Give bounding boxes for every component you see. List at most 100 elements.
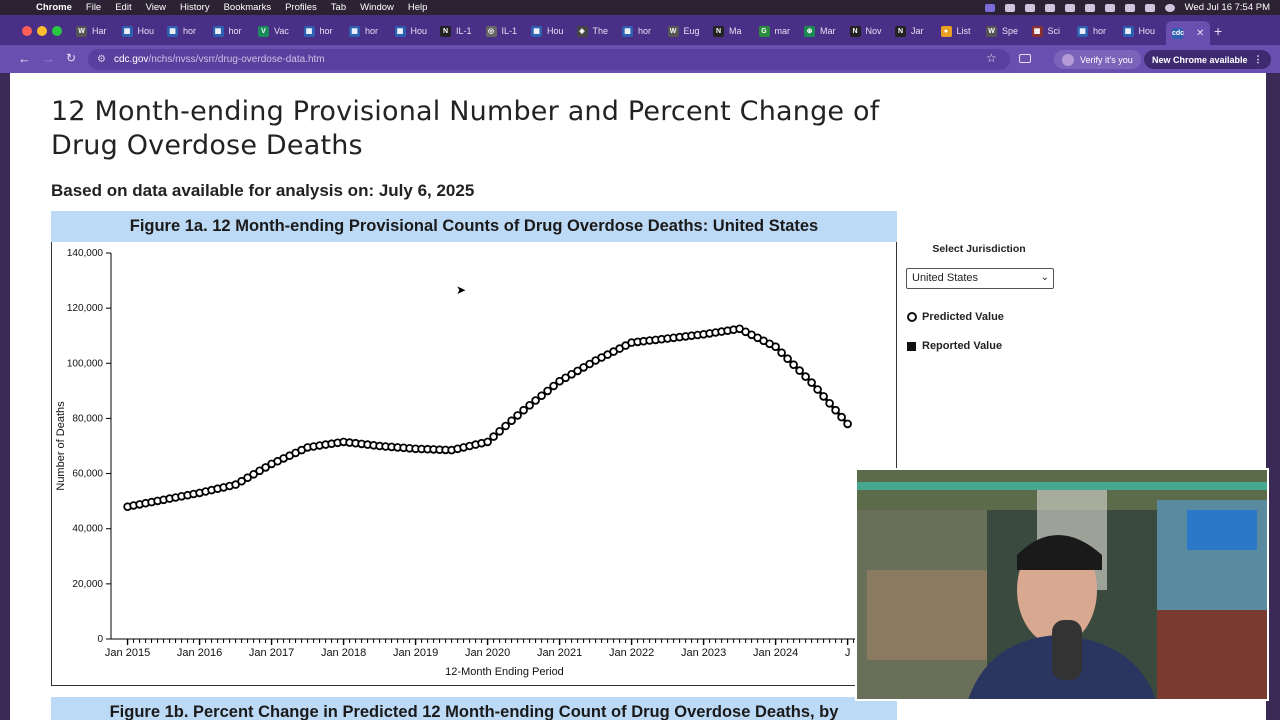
verify-identity-button[interactable]: Verify it's you — [1054, 50, 1141, 69]
browser-tab[interactable]: ▩ Sci — [1031, 22, 1061, 40]
tab-label: Spe — [1002, 26, 1019, 36]
x-tick-label: Jan 2020 — [465, 647, 510, 659]
predicted-value-point — [801, 372, 810, 381]
menu-view[interactable]: View — [145, 2, 167, 13]
close-window-button[interactable] — [22, 26, 32, 36]
menu-app-chrome[interactable]: Chrome — [36, 2, 72, 13]
predicted-value-point — [561, 373, 570, 383]
reload-icon[interactable]: ↻ — [66, 51, 77, 65]
tab-label: Hou — [1138, 26, 1156, 36]
browser-tab[interactable]: W Har — [76, 22, 107, 40]
tab-favicon-icon: ▦ — [303, 25, 315, 37]
browser-tab[interactable]: ◈ The — [576, 22, 608, 40]
tab-favicon-icon: N — [849, 25, 861, 37]
screen-share-icon[interactable] — [984, 3, 995, 12]
tab-favicon-icon: ▦ — [531, 25, 542, 37]
tab-favicon-icon: N — [895, 25, 906, 37]
browser-tab[interactable]: ▦ hor — [622, 22, 651, 40]
predicted-value-point — [261, 463, 270, 472]
jurisdiction-select[interactable]: United States ⌄ — [906, 268, 1054, 289]
browser-tab-strip: W Har ▦ Hou ▦ hor ▦ hor V Vac ▦ hor ▦ hor ▦ Hou N IL-1 ◎ IL… — [0, 15, 1280, 45]
overdose-chart-frame: 0 20,000 40,000 60,000 80,000 100,000 120,000 1… — [51, 242, 898, 686]
menu-tab[interactable]: Tab — [330, 2, 347, 13]
x-tick-label: Jan 2023 — [681, 647, 726, 659]
forward-icon[interactable]: → — [42, 51, 55, 66]
battery-icon[interactable] — [1084, 3, 1095, 12]
back-icon[interactable]: ← — [18, 51, 31, 66]
menu-bookmarks[interactable]: Bookmarks — [223, 2, 272, 13]
tab-label: Hou — [410, 26, 428, 36]
predicted-value-point — [489, 432, 498, 441]
mouse-cursor-icon: ➤ — [456, 283, 467, 297]
tab-favicon-icon: ▦ — [212, 25, 224, 37]
close-tab-icon[interactable]: ✕ — [1196, 27, 1205, 39]
chevron-down-icon: ⌄ — [1040, 272, 1049, 283]
predicted-value-point — [813, 385, 822, 394]
predicted-value-point — [795, 366, 804, 375]
browser-tab[interactable]: ● List — [940, 22, 971, 40]
y-axis-label: Number of Deaths — [55, 401, 67, 491]
menu-history[interactable]: History — [180, 2, 210, 13]
browser-tab[interactable]: ▦ hor — [167, 22, 196, 40]
tab-label: Hou — [137, 26, 155, 36]
browser-tab[interactable]: ▦ hor — [212, 22, 242, 40]
menu-window[interactable]: Window — [360, 2, 394, 13]
menu-profiles[interactable]: Profiles — [285, 2, 317, 13]
x-tick-label: Jan 2021 — [537, 647, 582, 659]
y-tick-label: 140,000 — [67, 248, 104, 259]
control-center-icon[interactable] — [1144, 3, 1155, 12]
predicted-value-point — [531, 396, 540, 405]
menu-file[interactable]: File — [85, 2, 102, 13]
browser-tab[interactable]: ▦ hor — [303, 22, 333, 40]
browser-tab[interactable]: V Vac — [258, 22, 289, 40]
predicted-value-point — [837, 412, 846, 422]
new-chrome-available-button[interactable]: New Chrome available ⋮ — [1144, 50, 1271, 69]
minimize-window-button[interactable] — [37, 26, 47, 36]
browser-tab[interactable]: ◎ IL-1 — [485, 22, 517, 40]
status-icon[interactable] — [1004, 3, 1015, 12]
tab-label: hor — [228, 26, 242, 36]
bluetooth-icon[interactable] — [1064, 3, 1075, 12]
tab-favicon-icon: N — [440, 25, 451, 37]
maximize-window-button[interactable] — [52, 26, 62, 36]
browser-tab[interactable]: ▦ hor — [349, 22, 378, 40]
tab-label: hor — [638, 26, 652, 36]
tab-favicon-icon: ⊛ — [804, 25, 815, 37]
status-icon[interactable] — [1024, 3, 1035, 12]
y-tick-label: 0 — [97, 634, 103, 645]
browser-tab[interactable]: N Nov — [849, 22, 882, 40]
browser-tab[interactable]: N Ma — [713, 22, 742, 40]
more-menu-icon[interactable]: ⋮ — [1253, 54, 1263, 64]
tab-search-icon[interactable] — [1019, 54, 1031, 63]
browser-tab[interactable]: ⊛ Mar — [804, 22, 836, 40]
new-tab-button[interactable]: + — [1214, 23, 1223, 39]
menubar-clock[interactable]: Wed Jul 16 7:54 PM — [1184, 2, 1270, 13]
menu-help[interactable]: Help — [407, 2, 428, 13]
tab-favicon-icon: ▦ — [167, 25, 178, 37]
status-icon[interactable] — [1044, 3, 1055, 12]
bookmark-star-icon[interactable]: ☆ — [986, 51, 997, 65]
x-tick-label: Jan 2016 — [177, 647, 222, 659]
browser-tab[interactable]: ▦ Hou — [531, 22, 564, 40]
tab-active[interactable]: cdc ✕ — [1166, 21, 1211, 45]
browser-tab[interactable]: N Jar — [895, 22, 924, 40]
browser-tab[interactable]: W Eug — [667, 22, 700, 40]
site-info-icon[interactable]: ⚙ — [97, 54, 106, 65]
browser-tab[interactable]: ▦ Hou — [394, 22, 428, 40]
search-icon[interactable] — [1124, 3, 1135, 12]
tab-label: Jar — [911, 26, 924, 36]
menu-edit[interactable]: Edit — [115, 2, 132, 13]
browser-tab[interactable]: ▦ Hou — [121, 22, 155, 40]
tab-label: Sci — [1047, 26, 1061, 36]
siri-icon[interactable] — [1164, 3, 1175, 12]
wifi-icon[interactable] — [1104, 3, 1115, 12]
tab-favicon-icon: ▦ — [349, 25, 360, 37]
address-bar[interactable]: ⚙ cdc.gov/nchs/nvss/vsrr/drug-overdose-d… — [88, 49, 1010, 70]
browser-tab[interactable]: W Spe — [986, 22, 1018, 40]
legend-reported: Reported Value — [907, 340, 1002, 352]
browser-tab[interactable]: ▦ hor — [1077, 22, 1106, 40]
browser-tab[interactable]: ▦ Hou — [1122, 22, 1156, 40]
browser-tab[interactable]: N IL-1 — [440, 22, 472, 40]
legend-reported-label: Reported Value — [922, 340, 1003, 352]
